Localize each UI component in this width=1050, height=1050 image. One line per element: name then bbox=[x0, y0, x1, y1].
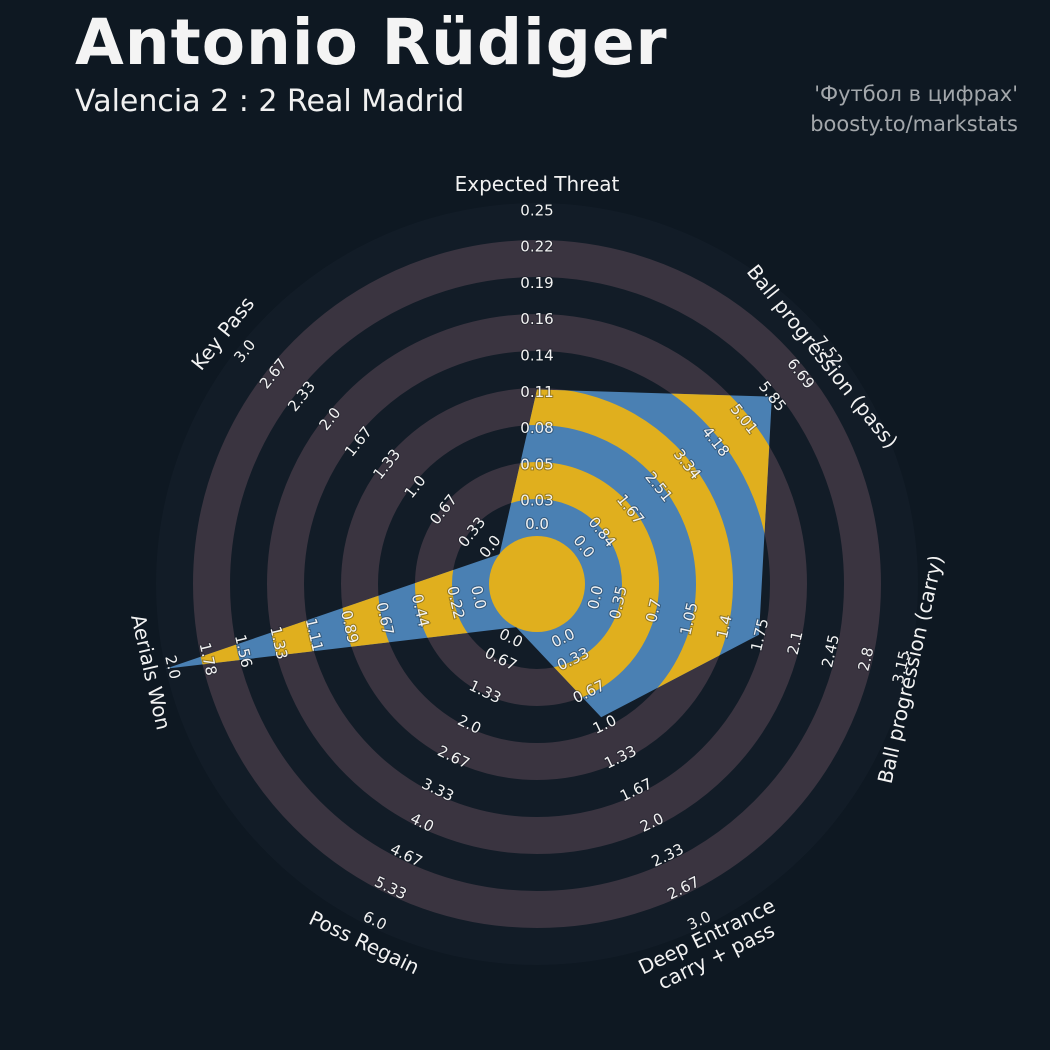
radar-center-circle bbox=[489, 536, 585, 632]
page-title: Antonio Rüdiger bbox=[75, 6, 668, 79]
credit-url: boosty.to/markstats bbox=[810, 111, 1018, 136]
tick-label: 0.25 bbox=[520, 201, 553, 219]
tick-label: 0.08 bbox=[520, 419, 553, 437]
tick-label: 0.16 bbox=[520, 310, 553, 328]
credit-brand: 'Футбол в цифрах' bbox=[814, 82, 1018, 106]
tick-label: 0.19 bbox=[520, 274, 553, 292]
tick-label: 0.03 bbox=[520, 492, 553, 510]
radar-ring bbox=[267, 314, 807, 854]
match-subtitle: Valencia 2 : 2 Real Madrid bbox=[75, 84, 465, 120]
axis-title: Expected Threat bbox=[455, 172, 620, 196]
radar-ring bbox=[193, 240, 881, 928]
tick-label: 0.05 bbox=[520, 455, 553, 473]
tick-label: 1.4 bbox=[713, 613, 736, 640]
tick-label: 0.0 bbox=[525, 515, 549, 533]
tick-label: 2.1 bbox=[784, 629, 807, 656]
tick-label: 0.11 bbox=[520, 383, 553, 401]
tick-label: 0.14 bbox=[520, 347, 553, 365]
title-block: Antonio Rüdiger Valencia 2 : 2 Real Madr… bbox=[75, 6, 668, 120]
credit-block: 'Футбол в цифрах' boosty.to/markstats bbox=[810, 80, 1018, 140]
tick-label: 0.22 bbox=[520, 238, 553, 256]
